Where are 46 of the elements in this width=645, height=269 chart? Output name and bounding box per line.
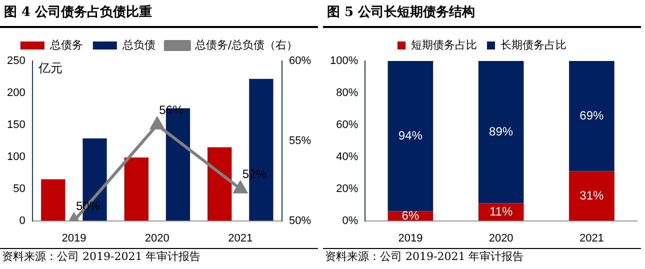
data-label: 6% [402,208,420,222]
point [150,117,164,130]
x-tick-label: 2021 [228,232,253,244]
legend-label: 短期债务占比 [411,38,477,52]
data-label: 69% [580,108,604,122]
data-label: 89% [489,124,514,138]
y2-tick-label: 60% [288,55,312,68]
bar [124,158,148,221]
x-tick-label: 2020 [144,232,170,244]
bar [388,61,434,212]
y-tick-label: 0% [342,214,358,227]
y-tick-label: 150 [6,118,26,131]
x-tick-label: 2019 [62,232,86,244]
y-axis-title: 亿元 [37,61,62,76]
y-tick-label: 60% [336,118,358,131]
chart-title: 图 5 公司长短期债务结构 [323,0,641,28]
y-tick-label: 250 [6,55,26,68]
legend-label: 总负债 [121,38,156,52]
y-tick-label: 40% [336,150,358,163]
x-tick-label: 2020 [488,232,514,244]
legend-label: 长期债务占比 [500,38,566,52]
y-tick-label: 100% [330,55,358,68]
x-tick-label: 2019 [398,232,423,244]
bar [208,147,232,221]
x-tick-label: 2021 [579,232,604,244]
y-tick-label: 200 [6,86,26,99]
bar [478,61,524,204]
data-label: 31% [580,188,604,202]
y-tick-label: 20% [336,182,358,195]
y-tick-label: 100 [6,150,26,163]
chart-title: 图 4 公司债务占负债比重 [0,0,318,28]
y2-tick-label: 50% [288,214,312,227]
text: 资料来源：公司 2019-2021 年审计报告 [323,248,641,265]
legend-label: 总债务 [48,38,83,52]
bar [41,179,66,221]
data-label: 11% [489,204,513,218]
bar [569,171,614,221]
y-tick-label: 80% [336,86,358,99]
text: 资料来源：公司 2019-2021 年审计报告 [0,248,318,265]
y-tick-label: 50 [13,182,26,195]
point [234,181,248,194]
data-label: 94% [398,128,423,142]
y2-tick-label: 55% [288,134,312,147]
y-tick-label: 0 [19,214,26,227]
bar [569,61,614,172]
legend-label: 总债务/总负债（右） [194,38,298,52]
